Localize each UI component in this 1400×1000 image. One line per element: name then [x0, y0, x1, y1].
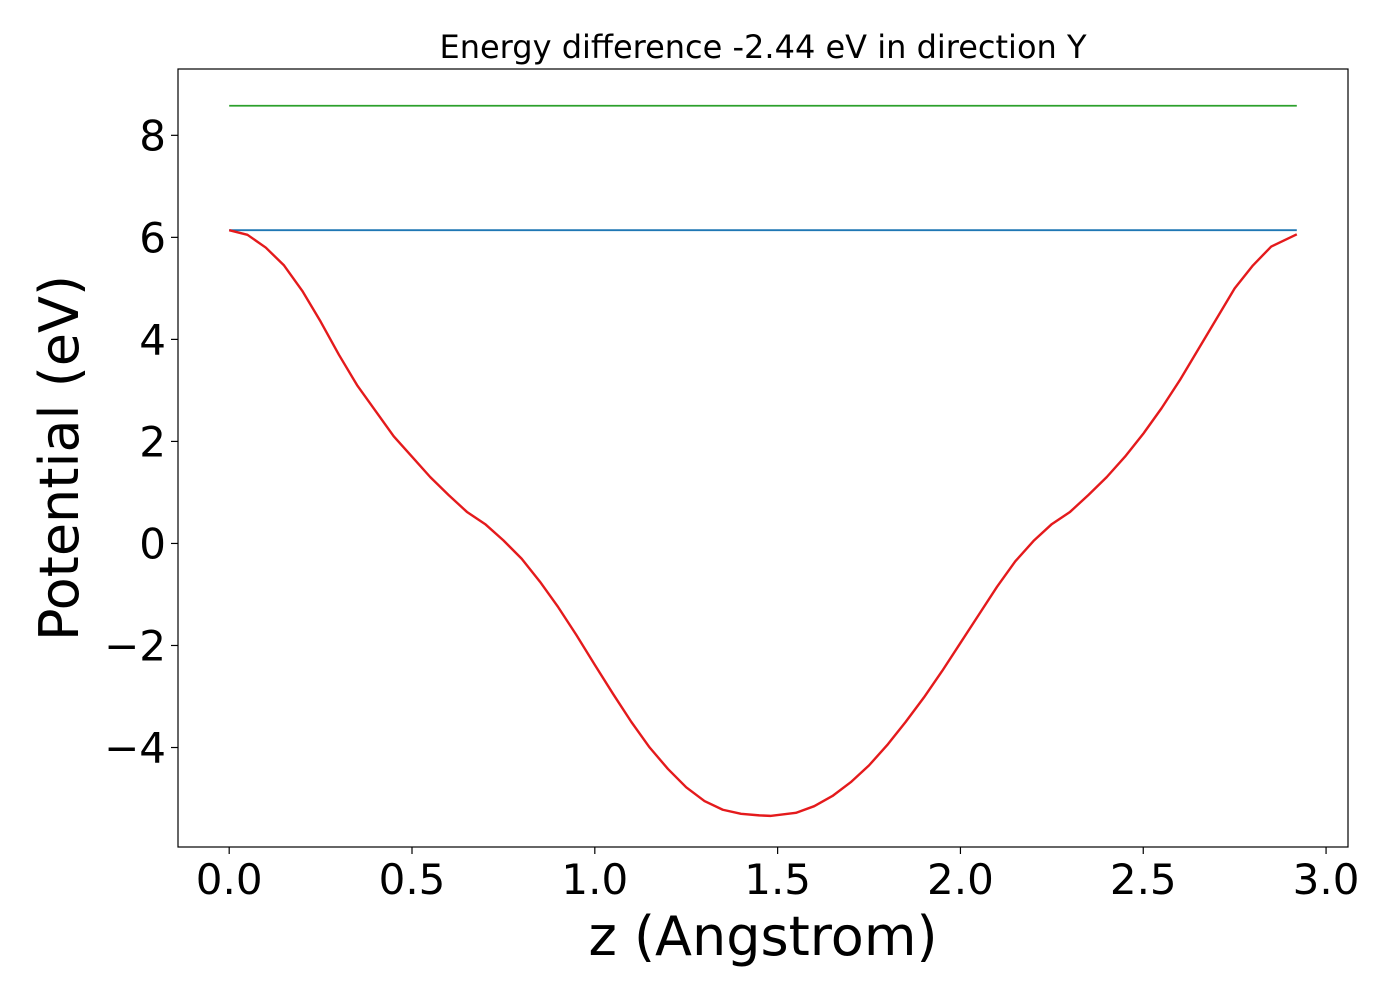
x-tick-label: 0.0 [196, 855, 263, 904]
y-tick-label: 2 [139, 417, 166, 466]
y-tick-label: 8 [139, 111, 166, 160]
x-tick-label: 1.0 [561, 855, 628, 904]
x-tick-label: 1.5 [744, 855, 811, 904]
y-tick-label: −4 [104, 724, 166, 773]
x-tick-label: 3.0 [1293, 855, 1360, 904]
chart-title: Energy difference -2.44 eV in direction … [439, 28, 1086, 66]
plot-frame [177, 68, 1349, 848]
y-tick-label: 4 [139, 315, 166, 364]
series-layer [228, 104, 1298, 818]
x-tick-label: 2.5 [1110, 855, 1177, 904]
x-tick-label: 2.0 [927, 855, 994, 904]
y-tick-label: 6 [139, 213, 166, 262]
x-tick-label: 0.5 [379, 855, 446, 904]
y-tick-label: −2 [104, 621, 166, 670]
x-axis-ticks: 0.0 0.5 1.0 1.5 2.0 2.5 3.0 [196, 847, 1360, 904]
y-tick-label: 0 [139, 519, 166, 568]
potential-curve [228, 229, 1298, 818]
y-axis-ticks: −4 −2 0 2 4 6 8 [104, 111, 178, 773]
x-axis-label: z (Angstrom) [588, 905, 937, 968]
y-axis-label: Potential (eV) [28, 275, 91, 641]
